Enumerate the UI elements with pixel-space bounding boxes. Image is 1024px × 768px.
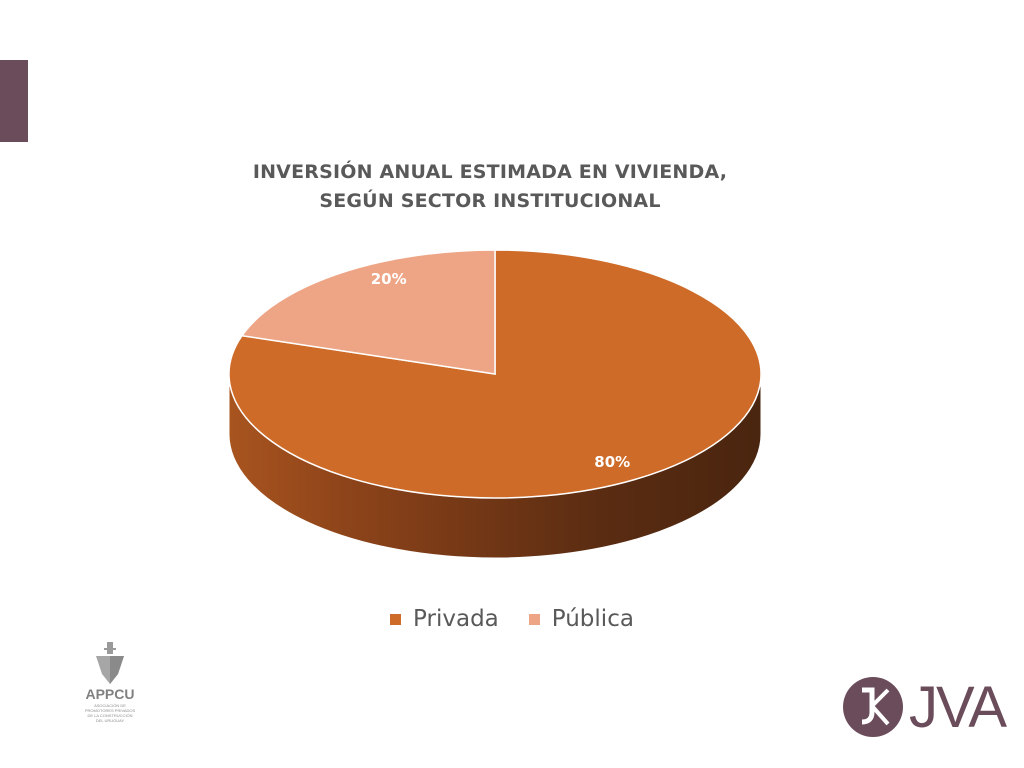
appcu-subtitle: ASOCIACIÓN DE PROMOTORES PRIVADOS DE LA …: [70, 703, 150, 723]
jva-logo-icon: [843, 677, 903, 737]
legend-item-publica: Pública: [528, 606, 634, 632]
appcu-subtitle-line: DE LA CONSTRUCCIÓN: [87, 713, 133, 718]
appcu-name: APPCU: [85, 686, 135, 702]
pie-slice-publica: [240, 249, 496, 375]
legend-item-privada: Privada: [390, 606, 499, 632]
appcu-subtitle-line: PROMOTORES PRIVADOS: [84, 708, 136, 713]
legend-label-publica: Pública: [551, 606, 634, 632]
legend-swatch-publica: [528, 613, 540, 625]
pie-chart: 80% 20%: [228, 249, 762, 559]
accent-bar: [0, 60, 28, 142]
jva-logo-text: JVA: [909, 675, 1007, 740]
data-label-publica: 20%: [371, 270, 407, 288]
chart-title: INVERSIÓN ANUAL ESTIMADA EN VIVIENDA, SE…: [200, 158, 780, 216]
chart-legend: Privada Pública: [0, 606, 1024, 632]
appcu-subtitle-line: DEL URUGUAY: [95, 718, 125, 723]
legend-label-privada: Privada: [413, 606, 499, 632]
chart-title-line2: SEGÚN SECTOR INSTITUCIONAL: [319, 190, 661, 212]
data-label-privada: 80%: [594, 453, 630, 471]
appcu-logo-icon: [96, 642, 124, 684]
appcu-subtitle-line: ASOCIACIÓN DE: [94, 703, 126, 708]
chart-title-line1: INVERSIÓN ANUAL ESTIMADA EN VIVIENDA,: [252, 161, 728, 183]
legend-swatch-privada: [390, 613, 402, 625]
